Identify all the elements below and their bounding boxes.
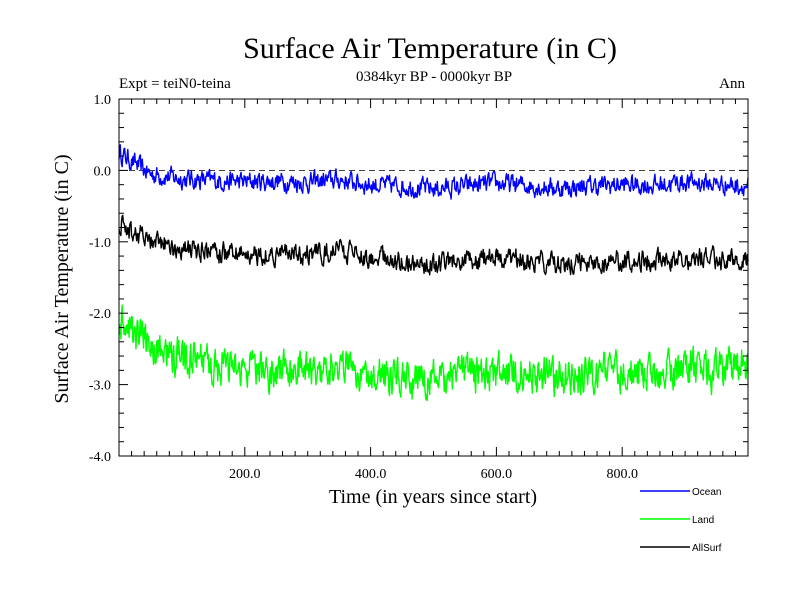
period-label: Ann — [719, 76, 745, 92]
x-tick-label: 400.0 — [355, 467, 387, 482]
legend-label-ocean: Ocean — [692, 487, 721, 498]
y-tick-label: 0.0 — [94, 164, 112, 179]
y-tick-label: -1.0 — [89, 236, 111, 251]
experiment-label: Expt = teiN0-teina — [119, 76, 231, 92]
y-tick-label: -2.0 — [89, 307, 111, 322]
y-tick-label: -3.0 — [89, 379, 111, 394]
legend-label-land: Land — [692, 515, 714, 526]
series-line-allsurf — [118, 214, 749, 276]
legend: Ocean Land AllSurf — [640, 487, 722, 554]
series-line-land — [118, 304, 749, 402]
series-line-ocean — [118, 144, 749, 200]
y-tick-label: -4.0 — [89, 450, 111, 465]
chart-title: Surface Air Temperature (in C) — [243, 32, 617, 65]
x-tick-label: 600.0 — [481, 467, 513, 482]
y-tick-label: 1.0 — [94, 93, 112, 108]
x-tick-label: 800.0 — [606, 467, 638, 482]
chart-subtitle: 0384kyr BP - 0000kyr BP — [356, 69, 512, 85]
legend-label-allsurf: AllSurf — [692, 543, 722, 554]
x-tick-label: 200.0 — [229, 467, 261, 482]
plot-frame — [118, 98, 749, 457]
x-axis-label: Time (in years since start) — [329, 486, 537, 508]
y-axis-label: Surface Air Temperature (in C) — [51, 154, 73, 403]
